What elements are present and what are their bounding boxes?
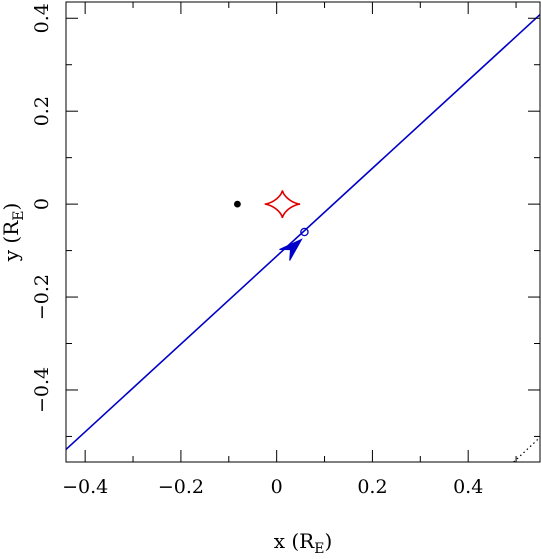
x-tick-label: −0.4 [62, 476, 108, 498]
y-tick-label: −0.4 [31, 367, 53, 413]
lens-point [234, 200, 241, 208]
plot-frame [65, 1, 541, 463]
y-tick-label: −0.2 [31, 274, 53, 320]
caustic-curve [264, 190, 301, 219]
y-tick-label: 0 [31, 198, 53, 210]
source-position-marker [300, 227, 309, 237]
axis-ticks [66, 2, 540, 462]
critical-curve-dotted [513, 436, 540, 462]
x-tick-label: 0.4 [453, 476, 483, 498]
x-tick-label: 0 [271, 476, 283, 498]
y-tick-label: 0.4 [31, 3, 53, 33]
source-trajectory-line [66, 13, 540, 451]
plot-content [66, 13, 540, 462]
x-tick-label: 0.2 [357, 476, 387, 498]
x-tick-label: −0.2 [158, 476, 204, 498]
y-tick-label: 0.2 [31, 96, 53, 126]
y-axis-label: y (RE) [0, 203, 27, 263]
x-axis-label: x (RE) [274, 529, 333, 555]
trajectory-arrow [279, 238, 303, 261]
